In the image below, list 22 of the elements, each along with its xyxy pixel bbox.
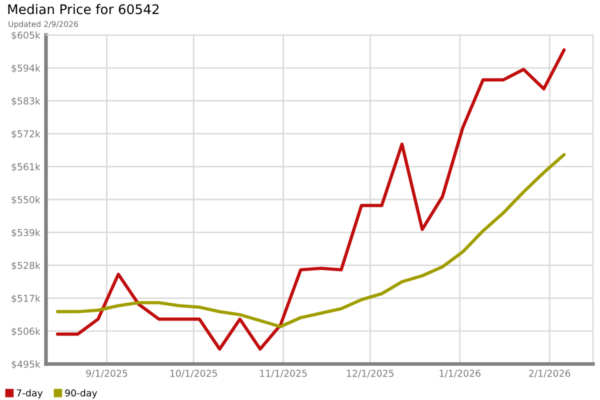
y-tick-label: $572k xyxy=(12,130,40,139)
legend-label: 90-day xyxy=(65,389,98,398)
x-tick-label: 12/1/2025 xyxy=(346,370,394,378)
x-tick-label: 10/1/2025 xyxy=(170,370,217,378)
y-tick-label: $528k xyxy=(12,262,40,270)
y-tick-label: $605k xyxy=(12,31,40,40)
x-tick-label: 9/1/2025 xyxy=(86,370,128,378)
chart-title: Median Price for 60542 xyxy=(8,4,159,14)
line-series xyxy=(56,153,566,328)
y-tick-label: $495k xyxy=(12,360,40,369)
y-tick-label: $594k xyxy=(12,64,40,73)
line-series xyxy=(56,48,566,351)
y-tick-label: $539k xyxy=(12,228,40,238)
y-tick-label: $561k xyxy=(12,163,40,172)
y-tick-label: $506k xyxy=(12,328,40,336)
y-tick-label: $550k xyxy=(12,196,40,204)
x-tick-label: 2/1/2026 xyxy=(529,370,570,378)
y-tick-label: $583k xyxy=(12,97,40,106)
legend-label: 7-day xyxy=(16,389,43,398)
x-tick-label: 1/1/2026 xyxy=(440,370,480,378)
x-tick-label: 11/1/2025 xyxy=(260,370,307,378)
y-tick-label: $517k xyxy=(12,294,40,304)
